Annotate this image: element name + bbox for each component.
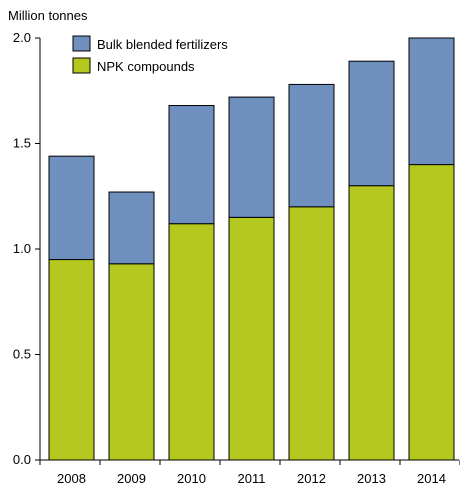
bar-bulk-blended-fertilizers-2011 bbox=[228, 96, 275, 218]
legend-swatch-npk-compounds bbox=[72, 57, 91, 74]
legend-label-npk-compounds: NPK compounds bbox=[97, 59, 195, 74]
bar-npk-compounds-2011 bbox=[228, 216, 275, 461]
legend-swatch-bulk-blended-fertilizers bbox=[72, 35, 91, 52]
x-tick-label: 2012 bbox=[297, 471, 326, 486]
legend: Bulk blended fertilizers NPK compounds bbox=[72, 35, 228, 74]
bar-npk-compounds-2012 bbox=[288, 206, 335, 461]
x-tick-label: 2009 bbox=[117, 471, 146, 486]
y-tick-label: 0.0 bbox=[13, 452, 31, 467]
bars-group bbox=[48, 37, 455, 461]
x-tick-label: 2008 bbox=[57, 471, 86, 486]
bar-bulk-blended-fertilizers-2010 bbox=[168, 105, 215, 225]
bar-npk-compounds-2013 bbox=[348, 185, 395, 461]
y-tick-label: 2.0 bbox=[13, 30, 31, 45]
x-tick-label: 2014 bbox=[417, 471, 446, 486]
x-tick-label: 2011 bbox=[238, 471, 266, 486]
bar-npk-compounds-2010 bbox=[168, 223, 215, 461]
bar-npk-compounds-2009 bbox=[108, 263, 155, 461]
bar-npk-compounds-2008 bbox=[48, 259, 95, 461]
legend-label-bulk-blended-fertilizers: Bulk blended fertilizers bbox=[97, 37, 228, 52]
bar-bulk-blended-fertilizers-2014 bbox=[408, 37, 455, 166]
y-axis-label: Million tonnes bbox=[8, 8, 88, 23]
bar-bulk-blended-fertilizers-2013 bbox=[348, 60, 395, 187]
y-tick-label: 0.5 bbox=[13, 347, 31, 362]
bar-bulk-blended-fertilizers-2009 bbox=[108, 191, 155, 265]
bar-bulk-blended-fertilizers-2012 bbox=[288, 83, 335, 208]
x-tick-label: 2010 bbox=[177, 471, 206, 486]
y-tick-label: 1.5 bbox=[13, 136, 31, 151]
bar-bulk-blended-fertilizers-2008 bbox=[48, 155, 95, 261]
bar-npk-compounds-2014 bbox=[408, 164, 455, 461]
y-tick-label: 1.0 bbox=[13, 241, 31, 256]
axes-group: 0.0 0.5 1.0 1.5 2.0 2008 2009 2010 2011 2012 2013 2… bbox=[13, 30, 460, 486]
x-tick-label: 2013 bbox=[357, 471, 386, 486]
